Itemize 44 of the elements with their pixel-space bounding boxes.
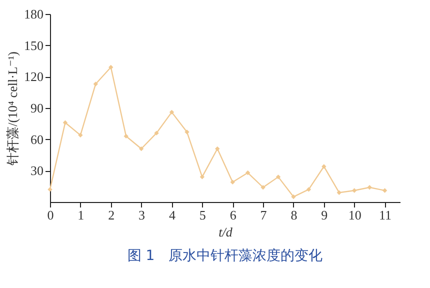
point [48, 187, 52, 192]
point [93, 82, 98, 86]
x-tick-label: 7 [260, 208, 268, 222]
y-tick-label: 60 [30, 132, 44, 147]
y-tick-label: 30 [30, 163, 44, 178]
point [276, 174, 281, 180]
point [230, 180, 235, 184]
x-tick-label: 6 [230, 208, 237, 222]
x-tick-label: 8 [290, 208, 298, 222]
point [124, 134, 128, 139]
point [291, 194, 296, 200]
x-tick-label: 5 [199, 208, 206, 222]
y-tick-label: 180 [24, 6, 44, 22]
point [336, 190, 342, 195]
point [200, 174, 205, 180]
text: 图 1 原水中针杆藻浓度的变化 [127, 248, 323, 264]
point [62, 120, 68, 125]
x-tick-label: 11 [379, 208, 392, 222]
y-tick-label: 120 [24, 69, 44, 84]
point [108, 64, 114, 70]
x-tick-label: 9 [321, 208, 328, 222]
point [322, 164, 326, 169]
point [382, 188, 388, 193]
point [352, 188, 357, 193]
y-axis-title: 针杆藻/(10⁴ cell·L⁻¹) [5, 52, 20, 166]
x-tick-label: 1 [78, 208, 84, 222]
point [154, 130, 159, 136]
point [215, 146, 220, 152]
y-tick-label: 150 [24, 38, 44, 53]
point [138, 146, 144, 152]
x-axis-title: t/d [218, 224, 233, 240]
point [245, 170, 250, 176]
point [184, 130, 190, 134]
point [169, 110, 174, 115]
x-tick-label: 4 [168, 208, 176, 222]
point [306, 187, 312, 192]
y-tick-label: 90 [30, 100, 44, 116]
x-tick-label: 0 [47, 208, 54, 222]
point [367, 185, 372, 190]
x-tick-label: 10 [348, 208, 362, 222]
point [260, 185, 266, 190]
x-tick-label: 2 [108, 208, 115, 222]
point [78, 132, 83, 138]
x-tick-label: 3 [138, 208, 146, 222]
